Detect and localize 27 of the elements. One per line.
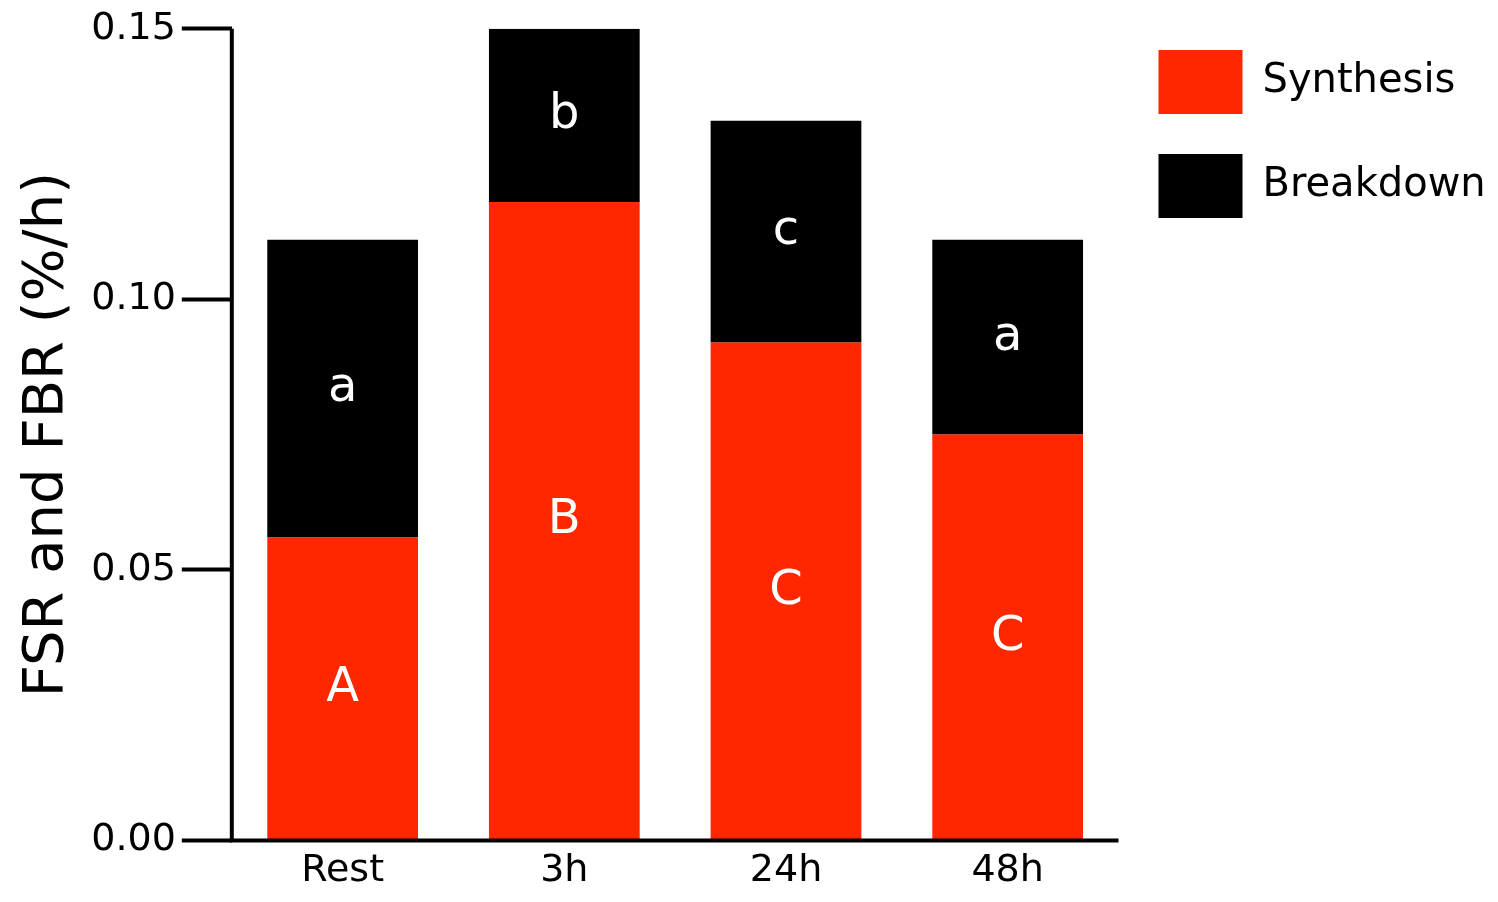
bar xyxy=(932,434,1084,840)
bar xyxy=(932,239,1084,435)
annotation: a xyxy=(327,356,358,413)
annotation: C xyxy=(769,558,803,615)
y-tick-label: 0.15 xyxy=(91,3,176,48)
bar xyxy=(488,201,640,840)
annotation: c xyxy=(772,199,800,256)
legend-label: Synthesis xyxy=(1262,55,1456,102)
x-tick-label: 3h xyxy=(540,846,589,891)
legend-label: Breakdown xyxy=(1262,159,1486,206)
bar xyxy=(710,342,862,840)
x-tick-label: 48h xyxy=(971,846,1044,891)
y-axis-title: FSR and FBR (%/h) xyxy=(10,171,76,698)
annotation: C xyxy=(990,604,1025,661)
bar xyxy=(488,28,640,202)
bar xyxy=(267,239,419,538)
annotation: a xyxy=(992,304,1023,361)
annotation: B xyxy=(547,488,581,545)
y-tick-label: 0.00 xyxy=(91,815,176,860)
bar xyxy=(710,120,862,343)
annotation: A xyxy=(326,656,360,713)
y-tick-label: 0.05 xyxy=(91,544,176,589)
annotation: b xyxy=(549,82,580,139)
x-tick-label: Rest xyxy=(301,846,385,891)
x-tick-label: 24h xyxy=(749,846,823,891)
bar xyxy=(267,537,419,840)
y-tick-label: 0.10 xyxy=(91,274,176,319)
